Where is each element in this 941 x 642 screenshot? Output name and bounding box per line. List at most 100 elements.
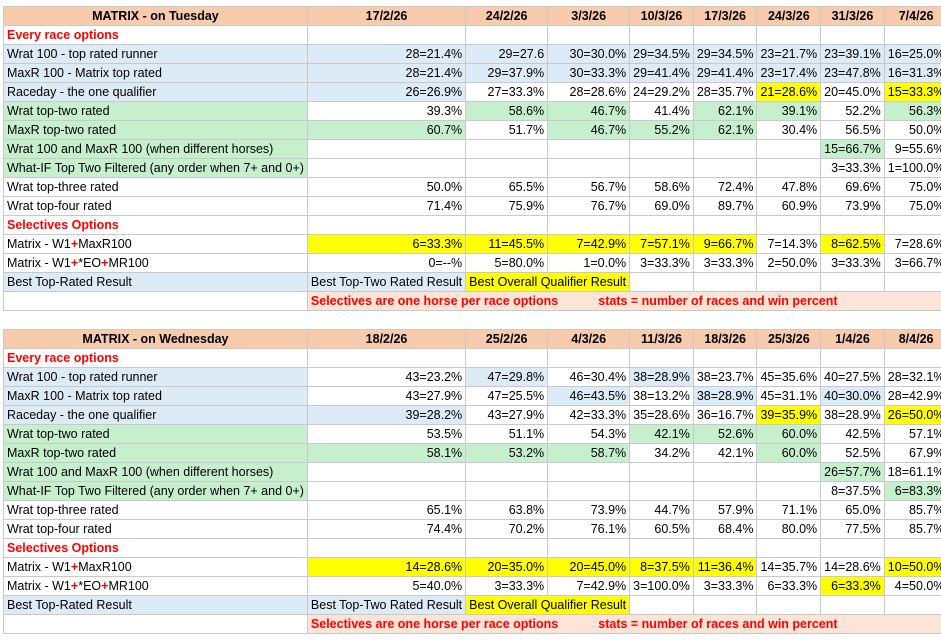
value-cell[interactable]: 34.2% [629, 443, 694, 463]
value-cell[interactable]: 5=80.0% [465, 253, 549, 273]
value-cell[interactable] [306, 158, 467, 178]
value-cell[interactable]: 47=29.8% [465, 367, 549, 387]
value-cell[interactable]: 7=28.6% [883, 234, 941, 254]
value-cell[interactable]: 77.5% [820, 519, 885, 539]
empty-cell[interactable] [692, 25, 758, 45]
date-header[interactable]: 18/2/26 [306, 329, 467, 349]
empty-cell[interactable] [629, 348, 694, 368]
value-cell[interactable]: 36=16.7% [692, 405, 758, 425]
empty-cell[interactable] [883, 272, 941, 292]
value-cell[interactable]: 51.7% [465, 120, 549, 140]
date-header[interactable]: 18/3/26 [692, 329, 758, 349]
value-cell[interactable]: 85.7% [883, 519, 941, 539]
value-cell[interactable]: 28=21.4% [306, 44, 467, 64]
value-cell[interactable]: 39.1% [756, 101, 822, 121]
value-cell[interactable]: 2=50.0% [756, 253, 822, 273]
date-header[interactable]: 25/2/26 [465, 329, 549, 349]
value-cell[interactable]: 28=42.9% [883, 386, 941, 406]
value-cell[interactable]: 3=100.0% [629, 576, 694, 596]
value-cell[interactable]: 56.3% [883, 101, 941, 121]
value-cell[interactable]: 75.0% [883, 177, 941, 197]
empty-cell[interactable] [756, 595, 822, 615]
value-cell[interactable]: 7=42.9% [547, 234, 631, 254]
value-cell[interactable]: 9=55.6% [883, 139, 941, 159]
value-cell[interactable] [547, 462, 631, 482]
value-cell[interactable]: 7=42.9% [547, 576, 631, 596]
best-top-rated-label[interactable]: Best Top-Rated Result [3, 272, 308, 292]
date-header[interactable]: 17/3/26 [692, 6, 758, 26]
value-cell[interactable]: 46.7% [547, 101, 631, 121]
value-cell[interactable]: 16=31.3% [883, 63, 941, 83]
value-cell[interactable] [465, 462, 549, 482]
empty-cell[interactable] [547, 538, 631, 558]
value-cell[interactable] [547, 481, 631, 501]
selective-label[interactable]: Matrix - W1+MaxR100 [3, 234, 308, 254]
row-label[interactable]: Raceday - the one qualifier [3, 405, 308, 425]
selective-label[interactable]: Matrix - W1+*EO+MR100 [3, 253, 308, 273]
value-cell[interactable]: 3=66.7% [883, 253, 941, 273]
value-cell[interactable]: 42.1% [692, 443, 758, 463]
empty-cell[interactable] [692, 538, 758, 558]
value-cell[interactable]: 80.0% [756, 519, 822, 539]
empty-cell[interactable] [883, 538, 941, 558]
every-race-heading[interactable]: Every race options [3, 25, 308, 45]
empty-cell[interactable] [629, 538, 694, 558]
empty-cell[interactable] [820, 538, 885, 558]
date-header[interactable]: 1/4/26 [820, 329, 885, 349]
value-cell[interactable]: 41.4% [629, 101, 694, 121]
value-cell[interactable]: 15=66.7% [820, 139, 885, 159]
value-cell[interactable]: 56.7% [547, 177, 631, 197]
date-header[interactable]: 4/3/26 [547, 329, 631, 349]
value-cell[interactable]: 38=13.2% [629, 386, 694, 406]
value-cell[interactable]: 60.5% [629, 519, 694, 539]
value-cell[interactable]: 7=14.3% [756, 234, 822, 254]
value-cell[interactable]: 29=27.6 [465, 44, 549, 64]
row-label[interactable]: Wrat 100 and MaxR 100 (when different ho… [3, 462, 308, 482]
value-cell[interactable]: 47.8% [756, 177, 822, 197]
row-label[interactable]: What-IF Top Two Filtered (any order when… [3, 158, 308, 178]
value-cell[interactable]: 68.4% [692, 519, 758, 539]
value-cell[interactable]: 76.1% [547, 519, 631, 539]
value-cell[interactable]: 9=66.7% [692, 234, 758, 254]
value-cell[interactable]: 50.0% [883, 120, 941, 140]
value-cell[interactable]: 71.4% [306, 196, 467, 216]
value-cell[interactable] [756, 462, 822, 482]
empty-cell[interactable] [883, 595, 941, 615]
value-cell[interactable] [756, 139, 822, 159]
empty-cell[interactable] [692, 595, 758, 615]
empty-cell[interactable] [756, 25, 822, 45]
value-cell[interactable]: 6=83.3% [883, 481, 941, 501]
value-cell[interactable]: 11=36.4% [692, 557, 758, 577]
value-cell[interactable]: 3=33.3% [820, 158, 885, 178]
empty-cell[interactable] [547, 25, 631, 45]
empty-cell[interactable] [306, 25, 467, 45]
value-cell[interactable]: 3=33.3% [465, 576, 549, 596]
value-cell[interactable]: 40=27.5% [820, 367, 885, 387]
value-cell[interactable]: 38=23.7% [692, 367, 758, 387]
value-cell[interactable]: 69.0% [629, 196, 694, 216]
value-cell[interactable]: 75.9% [465, 196, 549, 216]
value-cell[interactable]: 76.7% [547, 196, 631, 216]
value-cell[interactable]: 7=57.1% [629, 234, 694, 254]
value-cell[interactable]: 72.4% [692, 177, 758, 197]
value-cell[interactable]: 5=40.0% [306, 576, 467, 596]
table-title[interactable]: MATRIX - on Tuesday [3, 6, 308, 26]
value-cell[interactable]: 45=31.1% [756, 386, 822, 406]
value-cell[interactable]: 52.2% [820, 101, 885, 121]
empty-cell[interactable] [547, 348, 631, 368]
date-header[interactable]: 3/3/26 [547, 6, 631, 26]
value-cell[interactable] [465, 139, 549, 159]
value-cell[interactable]: 29=41.4% [692, 63, 758, 83]
value-cell[interactable] [629, 462, 694, 482]
empty-cell[interactable] [3, 614, 308, 634]
empty-cell[interactable] [306, 215, 467, 235]
row-label[interactable]: Wrat top-two rated [3, 101, 308, 121]
value-cell[interactable] [306, 481, 467, 501]
date-header[interactable]: 17/2/26 [306, 6, 467, 26]
value-cell[interactable]: 14=28.6% [306, 557, 467, 577]
value-cell[interactable] [692, 481, 758, 501]
empty-cell[interactable] [629, 272, 694, 292]
value-cell[interactable]: 65.0% [820, 500, 885, 520]
value-cell[interactable] [465, 481, 549, 501]
value-cell[interactable]: 56.5% [820, 120, 885, 140]
